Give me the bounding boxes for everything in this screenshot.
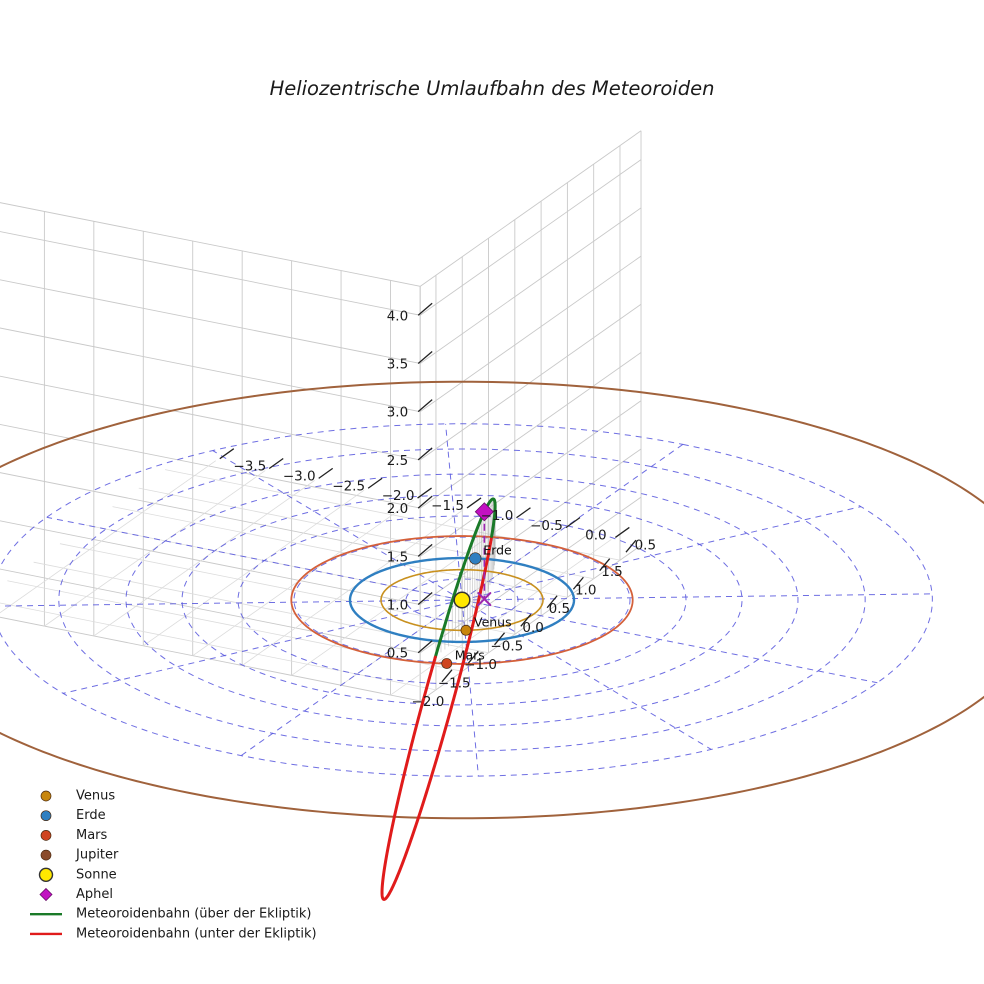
legend-label: Meteoroidenbahn (über der Ekliptik) — [76, 907, 312, 922]
legend-item[interactable]: Aphel — [39, 887, 113, 902]
legend-label: Meteoroidenbahn (unter der Ekliptik) — [76, 926, 317, 941]
body-label-venus: Venus — [474, 614, 512, 629]
axis-tick-label: 1.5 — [601, 564, 622, 580]
axis-tick-label: −0.5 — [490, 638, 523, 654]
legend-label: Sonne — [76, 867, 117, 882]
axis-tick-label: 1.5 — [387, 549, 408, 565]
axis-tick-label: −1.0 — [481, 508, 514, 524]
aphelion-layer — [474, 502, 494, 607]
legend-item[interactable]: Meteoroidenbahn (über der Ekliptik) — [30, 907, 312, 922]
legend-dot-icon — [40, 830, 52, 841]
body-markers-layer: Venus Erde Mars — [441, 542, 512, 669]
axis-ticks-layer: −2.0 −1.5 −1.0 −0.5 0.0 0.5 1.0 1.5 −3.5 −3.0 −2.5… — [219, 302, 656, 710]
axis-tick-label: −2.0 — [382, 488, 415, 504]
legend-dot-icon — [40, 849, 52, 861]
axis-tick-label: 0.5 — [387, 646, 408, 662]
legend-diamond-icon — [39, 887, 53, 902]
legend-item[interactable]: Erde — [40, 808, 106, 823]
legend: Venus Erde Mars Jupiter Sonne Aphel Meteoroide… — [30, 789, 317, 941]
axis-tick-label: −0.5 — [530, 518, 563, 534]
body-label-mars: Mars — [455, 647, 485, 662]
axis-tick-label: 1.0 — [575, 583, 596, 599]
legend-label: Mars — [76, 828, 108, 843]
legend-label: Jupiter — [75, 848, 119, 863]
legend-item[interactable]: Venus — [40, 789, 115, 804]
panes-layer — [0, 130, 642, 702]
axis-tick-label: 1.0 — [387, 598, 408, 614]
legend-item[interactable]: Mars — [40, 828, 108, 843]
axis-tick-label: 0.0 — [585, 528, 606, 544]
axis-tick-label: 3.5 — [387, 356, 408, 372]
legend-label: Aphel — [76, 887, 113, 902]
page-title: Heliozentrische Umlaufbahn des Meteoroid… — [270, 77, 715, 100]
legend-item[interactable]: Meteoroidenbahn (unter der Ekliptik) — [30, 926, 317, 941]
body-label-erde: Erde — [483, 542, 512, 557]
axis-tick-label: 4.0 — [387, 308, 408, 324]
legend-item[interactable]: Jupiter — [40, 848, 119, 863]
legend-dot-icon — [38, 867, 54, 882]
axis-tick-label: −3.5 — [233, 459, 266, 475]
axis-tick-label: 0.5 — [549, 601, 570, 617]
axis-tick-label: 2.5 — [387, 453, 408, 469]
legend-dot-icon — [40, 790, 52, 802]
axis-tick-label: 0.0 — [522, 620, 543, 636]
legend-dot-icon — [40, 810, 52, 822]
axis-tick-label: −3.0 — [283, 469, 316, 485]
axis-tick-label: −1.5 — [431, 498, 464, 514]
axis-tick-label: 0.5 — [635, 537, 656, 553]
legend-label: Erde — [76, 808, 106, 823]
planet-orbits-layer — [0, 380, 984, 820]
axis-tick-label: −2.0 — [412, 694, 445, 710]
legend-label: Venus — [76, 789, 115, 804]
axis-tick-label: −1.0 — [464, 657, 497, 673]
axis-tick-label: −1.5 — [438, 675, 471, 691]
legend-item[interactable]: Sonne — [38, 867, 117, 882]
axis-tick-label: 2.0 — [387, 501, 408, 517]
axis-tick-label: 3.0 — [387, 405, 408, 421]
axis-tick-label: −2.5 — [332, 478, 365, 494]
